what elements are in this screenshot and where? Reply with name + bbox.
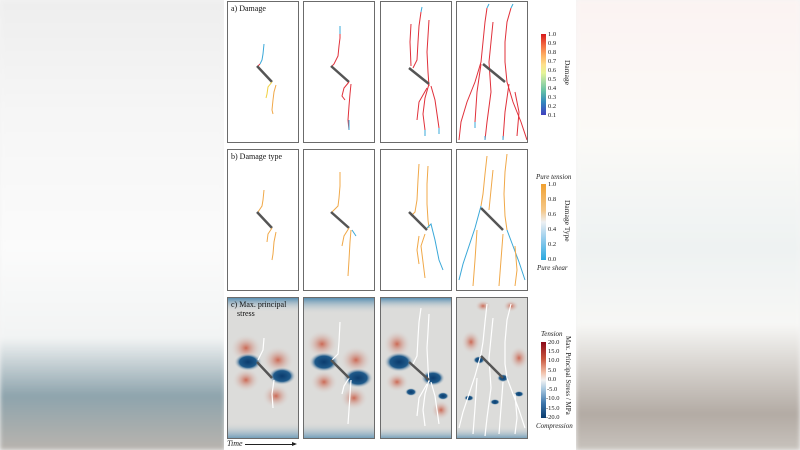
crack-plot <box>330 172 357 277</box>
tick: 1.0 <box>548 181 557 188</box>
colorbar-top-label: Tension <box>541 330 563 338</box>
panel-damage-t1: a) Damage <box>227 1 299 143</box>
tick: 0.7 <box>548 58 557 65</box>
colorbar-bottom-label: Pure shear <box>537 264 568 272</box>
panel-damage-t2 <box>303 1 375 143</box>
panel-damage-type-t3 <box>380 149 452 291</box>
colorbar-stress-title: Max. Principal Stress / MPa <box>564 336 572 415</box>
panel-stress-t1: c) Max. principal stress <box>227 297 299 439</box>
tick: -5.0 <box>547 386 558 393</box>
row-b-label: b) Damage type <box>231 152 283 161</box>
tick: 0.6 <box>548 211 557 218</box>
tick: 0.3 <box>548 94 557 101</box>
tick: 20.0 <box>548 339 560 346</box>
tick: 0.5 <box>548 76 557 83</box>
tick: 1.0 <box>548 31 557 38</box>
stress-field <box>228 298 298 438</box>
tick: 5.0 <box>548 367 557 374</box>
panel-damage-t3 <box>380 1 452 143</box>
colorbar-bottom-label: Compression <box>536 422 573 430</box>
tick: 0.0 <box>548 256 557 263</box>
time-arrow-icon <box>245 442 297 446</box>
blurred-background-left <box>0 0 225 450</box>
colorbar-damage-title: Damage <box>563 60 572 85</box>
colorbar-top-label: Pure tension <box>536 173 572 181</box>
crack-plot <box>330 26 352 131</box>
tick: 15.0 <box>548 348 560 355</box>
colorbar-stress-gradient <box>541 342 546 418</box>
tick: 0.6 <box>548 67 557 74</box>
crack-plot <box>408 163 444 279</box>
panel-stress-t2 <box>303 297 375 439</box>
time-axis-label: Time <box>227 439 243 448</box>
crack-plot <box>256 189 277 261</box>
panel-stress-t4 <box>456 297 528 439</box>
tick: 0.8 <box>548 49 557 56</box>
tick: 0.1 <box>548 112 557 119</box>
colorbar-damage-type-title: Damage Type <box>563 200 572 242</box>
blurred-background-right <box>576 0 800 450</box>
tick: 0.4 <box>548 85 557 92</box>
panel-damage-type-t4 <box>456 149 528 291</box>
row-c-label: c) Max. principal stress <box>231 300 287 318</box>
tick: 0.9 <box>548 40 557 47</box>
stress-field <box>457 300 527 438</box>
colorbar-damage-type-gradient <box>541 184 546 260</box>
tick: -15.0 <box>546 405 560 412</box>
panel-damage-type-t2 <box>303 149 375 291</box>
panel-damage-type-t1: b) Damage type <box>227 149 299 291</box>
stress-field <box>381 298 451 438</box>
crack-plot <box>256 43 277 115</box>
tick: 0.2 <box>548 241 557 248</box>
stress-field <box>304 298 374 438</box>
tick: 10.0 <box>548 357 560 364</box>
crack-plot <box>458 153 526 287</box>
colorbar-damage-gradient <box>541 34 546 115</box>
crack-plot <box>458 3 527 141</box>
tick: 0.0 <box>548 376 557 383</box>
panel-damage-t4 <box>456 1 528 143</box>
tick: 0.4 <box>548 226 557 233</box>
panel-stress-t3 <box>380 297 452 439</box>
crack-plot <box>408 6 440 136</box>
tick: 0.2 <box>548 103 557 110</box>
tick: -20.0 <box>546 414 560 421</box>
tick: -10.0 <box>546 395 560 402</box>
tick: 0.8 <box>548 196 557 203</box>
row-a-label: a) Damage <box>231 4 266 13</box>
